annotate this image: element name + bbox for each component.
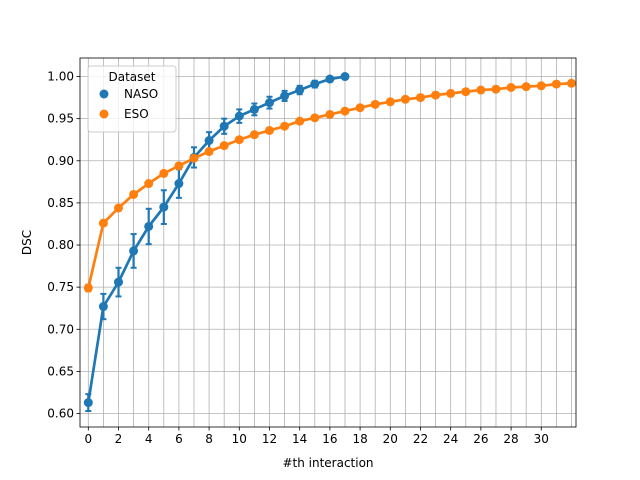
- data-point-naso: [174, 179, 184, 189]
- legend-label-eso: ESO: [124, 107, 149, 121]
- data-point-naso: [98, 302, 108, 312]
- data-point-eso: [83, 283, 93, 293]
- x-tick-label: 22: [413, 432, 428, 446]
- x-tick-label: 6: [175, 432, 183, 446]
- x-tick-label: 20: [383, 432, 398, 446]
- data-point-eso: [566, 78, 576, 88]
- data-point-naso: [219, 121, 229, 131]
- x-tick-label: 0: [84, 432, 92, 446]
- data-point-naso: [204, 136, 214, 146]
- data-point-naso: [264, 98, 274, 108]
- data-point-eso: [144, 179, 154, 189]
- data-point-eso: [234, 135, 244, 145]
- data-point-naso: [340, 72, 350, 82]
- y-tick-label: 0.75: [47, 280, 74, 294]
- data-point-eso: [385, 97, 395, 107]
- data-point-eso: [325, 109, 335, 119]
- y-tick-label: 0.70: [47, 322, 74, 336]
- data-point-naso: [325, 74, 335, 84]
- data-point-eso: [370, 99, 380, 109]
- data-point-eso: [551, 79, 561, 89]
- data-point-naso: [83, 398, 93, 408]
- data-point-naso: [280, 91, 290, 101]
- data-point-eso: [340, 106, 350, 116]
- x-tick-label: 2: [115, 432, 123, 446]
- data-point-eso: [536, 81, 546, 91]
- legend-title: Dataset: [109, 70, 156, 84]
- y-tick-label: 0.65: [47, 364, 74, 378]
- legend-marker-naso: [99, 89, 109, 99]
- ticks: 0 2 4 6 8 10 12 14 16 18 20 22 24 26 28 300.600.650.700…: [47, 70, 549, 446]
- data-point-eso: [219, 141, 229, 151]
- data-point-eso: [446, 88, 456, 98]
- y-tick-label: 0.90: [47, 154, 74, 168]
- y-tick-label: 0.85: [47, 196, 74, 210]
- series-layer: [83, 72, 576, 412]
- data-point-eso: [204, 147, 214, 157]
- x-tick-label: 10: [232, 432, 247, 446]
- legend: Dataset NASO ESO: [87, 65, 177, 133]
- x-tick-label: 28: [503, 432, 518, 446]
- x-tick-label: 4: [145, 432, 153, 446]
- data-point-eso: [189, 153, 199, 163]
- data-point-naso: [159, 202, 169, 212]
- series-naso: [83, 72, 350, 412]
- plot-frame: [79, 57, 577, 428]
- x-tick-label: 16: [322, 432, 337, 446]
- data-point-eso: [280, 121, 290, 131]
- data-point-eso: [506, 82, 516, 92]
- data-point-naso: [114, 277, 124, 287]
- legend-label-naso: NASO: [124, 87, 158, 101]
- y-tick-label: 0.95: [47, 112, 74, 126]
- data-point-eso: [129, 189, 139, 199]
- data-point-eso: [491, 84, 501, 94]
- x-tick-label: 14: [292, 432, 307, 446]
- data-point-naso: [249, 104, 259, 114]
- data-point-naso: [310, 79, 320, 89]
- x-axis-label: #th interaction: [282, 456, 373, 470]
- data-point-eso: [415, 93, 425, 103]
- data-point-eso: [400, 94, 410, 104]
- y-tick-label: 0.80: [47, 238, 74, 252]
- data-point-eso: [114, 203, 124, 213]
- x-tick-label: 12: [262, 432, 277, 446]
- x-tick-label: 30: [534, 432, 549, 446]
- data-point-eso: [355, 103, 365, 113]
- series-eso: [83, 78, 576, 293]
- y-tick-label: 0.60: [47, 407, 74, 421]
- y-tick-label: 1.00: [47, 70, 74, 84]
- legend-items: NASO ESO: [99, 87, 158, 121]
- data-point-naso: [295, 85, 305, 95]
- x-tick-label: 26: [473, 432, 488, 446]
- data-point-eso: [310, 113, 320, 123]
- data-point-eso: [264, 125, 274, 135]
- data-point-eso: [431, 90, 441, 100]
- data-point-eso: [476, 85, 486, 95]
- x-tick-label: 18: [352, 432, 367, 446]
- data-point-eso: [295, 116, 305, 126]
- data-point-naso: [129, 246, 139, 256]
- data-point-eso: [249, 130, 259, 140]
- x-tick-label: 8: [205, 432, 213, 446]
- data-point-eso: [174, 161, 184, 171]
- y-axis-label: DSC: [20, 230, 34, 255]
- legend-marker-eso: [99, 109, 109, 119]
- data-point-eso: [521, 82, 531, 92]
- legend-box: [87, 65, 177, 133]
- data-point-naso: [144, 221, 154, 231]
- data-point-eso: [98, 218, 108, 228]
- data-point-eso: [159, 168, 169, 178]
- data-point-naso: [234, 111, 244, 121]
- data-point-eso: [461, 87, 471, 97]
- x-tick-label: 24: [443, 432, 458, 446]
